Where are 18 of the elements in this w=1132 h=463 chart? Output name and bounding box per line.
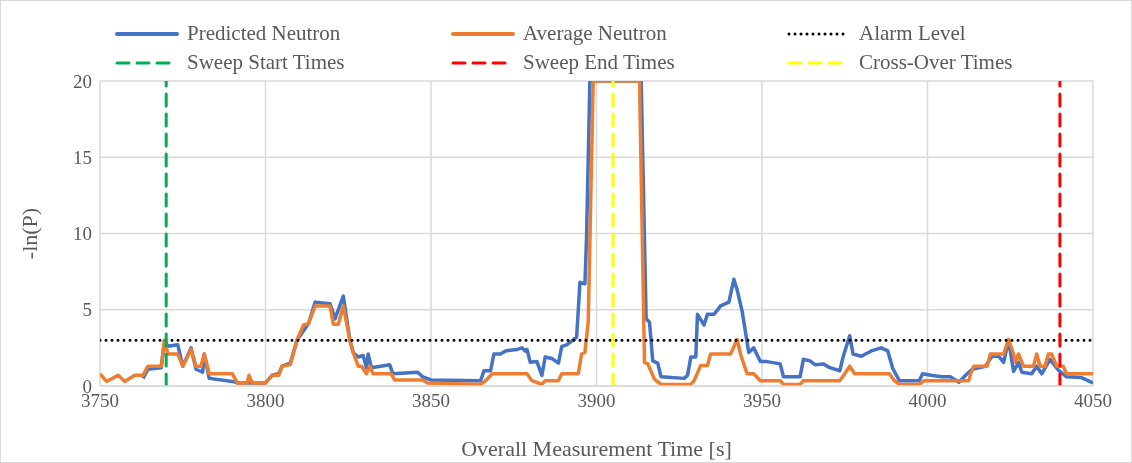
legend-label: Average Neutron	[523, 21, 667, 46]
x-tick-label: 3850	[412, 390, 450, 412]
x-axis-title: Overall Measurement Time [s]	[461, 436, 732, 461]
legend-label: Sweep End Times	[523, 50, 675, 75]
x-tick-label: 3950	[743, 390, 781, 412]
y-tick-label: 10	[73, 223, 92, 245]
y-axis-title: -ln(P)	[16, 207, 42, 260]
legend-label: Sweep Start Times	[187, 50, 345, 75]
legend-label: Cross-Over Times	[859, 50, 1013, 75]
y-tick-label: 20	[73, 70, 92, 92]
x-tick-label: 4050	[1074, 390, 1112, 412]
x-tick-label: 3900	[577, 390, 616, 412]
legend-label: Alarm Level	[859, 21, 966, 46]
x-tick-label: 4000	[908, 390, 947, 412]
y-tick-label: 5	[82, 299, 92, 321]
y-tick-label: 15	[73, 146, 92, 168]
x-tick-label: 3800	[246, 390, 285, 412]
legend-label: Predicted Neutron	[187, 21, 341, 46]
